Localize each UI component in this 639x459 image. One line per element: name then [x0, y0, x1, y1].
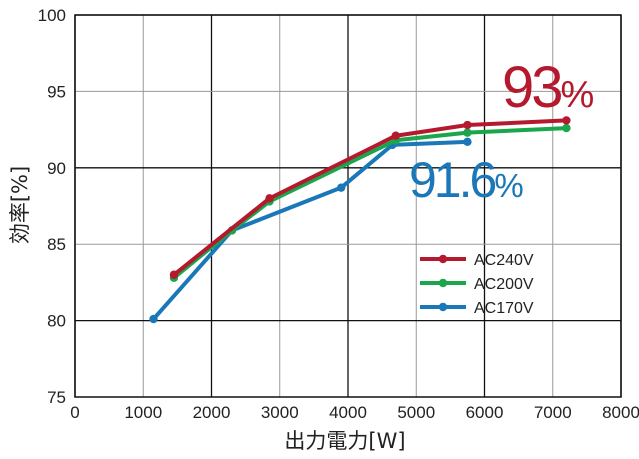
annotation-93-unit: % — [561, 74, 594, 116]
grid-lines — [74, 14, 622, 398]
x-tick-label: 7000 — [534, 403, 572, 422]
data-point-ac240v — [463, 120, 472, 130]
legend-marker-ac170v — [438, 302, 448, 312]
legend: AC240V AC200V AC170V — [420, 252, 534, 317]
y-tick-label: 75 — [47, 388, 66, 407]
annotation-91-6: 91.6% — [409, 152, 523, 208]
x-tick-label: 2000 — [193, 403, 231, 422]
data-point-ac240v — [265, 194, 274, 203]
data-point-ac240v — [391, 131, 400, 140]
data-point-ac200v — [562, 123, 571, 133]
y-tick-label: 80 — [47, 312, 66, 331]
annotation-91-6-value: 91.6 — [409, 152, 496, 208]
y-tick-label: 85 — [47, 235, 66, 254]
y-tick-label: 100 — [38, 6, 66, 25]
x-tick-label: 5000 — [397, 403, 435, 422]
x-axis-label: 出力電力[W] — [284, 429, 405, 453]
plot-frame — [74, 14, 622, 398]
x-tick-label: 4000 — [329, 403, 367, 422]
legend-marker-ac240v — [438, 254, 448, 264]
annotation-91-6-unit: % — [494, 167, 523, 204]
series-lines — [149, 116, 571, 324]
y-tick-labels: 75 80 85 90 95 100 — [38, 6, 66, 407]
data-point-ac240v — [169, 270, 179, 279]
y-axis-label: 効率[%] — [8, 166, 32, 244]
x-tick-label: 0 — [70, 403, 79, 422]
x-tick-label: 6000 — [466, 403, 504, 422]
legend-label-ac200v: AC200V — [474, 276, 534, 293]
x-tick-labels: 0 1000 2000 3000 4000 5000 6000 7000 8000 — [70, 403, 639, 422]
legend-marker-ac200v — [438, 278, 448, 288]
legend-label-ac240v: AC240V — [474, 252, 534, 269]
data-point-ac170v — [463, 137, 472, 147]
legend-label-ac170v: AC170V — [474, 300, 534, 317]
data-point-ac170v — [336, 183, 346, 192]
data-point-ac200v — [463, 128, 472, 137]
x-tick-label: 8000 — [602, 403, 639, 422]
annotation-93-value: 93 — [502, 55, 561, 120]
annotation-93: 93% — [502, 55, 594, 120]
x-tick-label: 1000 — [124, 403, 162, 422]
y-tick-label: 90 — [47, 159, 66, 178]
data-point-ac240v — [562, 116, 571, 125]
x-tick-label: 3000 — [261, 403, 299, 422]
data-point-ac170v — [149, 314, 158, 324]
y-tick-label: 95 — [47, 82, 66, 101]
